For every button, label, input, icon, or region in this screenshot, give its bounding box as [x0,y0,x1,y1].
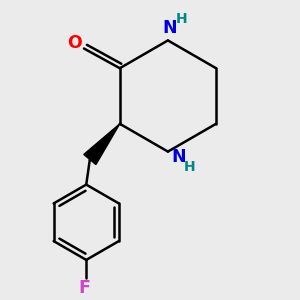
Text: H: H [184,160,195,174]
Text: F: F [79,279,90,297]
Text: H: H [176,12,188,26]
Text: N: N [162,19,177,37]
Polygon shape [84,124,120,165]
Text: O: O [68,34,82,52]
Text: N: N [171,148,186,166]
